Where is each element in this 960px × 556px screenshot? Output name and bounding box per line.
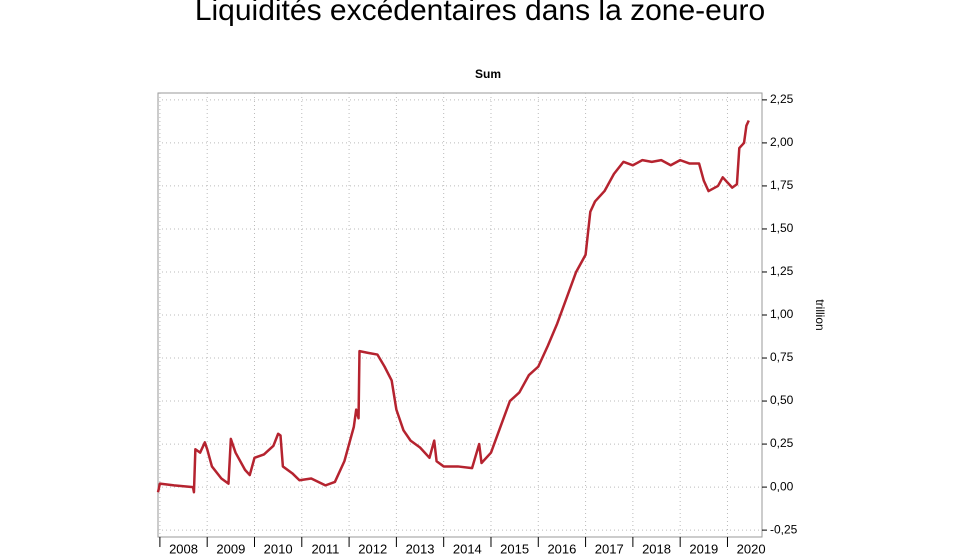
y-tick-label: 1,50 — [770, 221, 794, 235]
y-tick-label: 0,75 — [770, 350, 794, 364]
y-tick-label: 1,25 — [770, 264, 794, 278]
x-tick-label: 2014 — [453, 541, 482, 556]
y-tick-label: 0,25 — [770, 436, 794, 450]
chart-title: Sum — [475, 67, 501, 81]
x-tick-label: 2011 — [311, 541, 339, 556]
y-tick-label: 0,00 — [770, 479, 794, 493]
x-tick-label: 2018 — [642, 541, 671, 556]
y-tick-label: 0,50 — [770, 393, 794, 407]
x-tick-label: 2008 — [169, 541, 198, 556]
x-tick-label: 2016 — [547, 541, 576, 556]
y-tick-label: 2,25 — [770, 92, 794, 106]
page-title: Liquidités excédentaires dans la zone-eu… — [195, 0, 765, 27]
plot-frame — [157, 92, 763, 538]
data-line — [156, 120, 750, 494]
y-tick-label: 1,75 — [770, 178, 794, 192]
x-tick-label: 2009 — [216, 541, 245, 556]
x-tick-label: 2015 — [500, 541, 529, 556]
y-axis-label: trillion — [813, 299, 827, 330]
x-tick-label: 2017 — [595, 541, 624, 556]
x-tick-label: 2019 — [689, 541, 718, 556]
x-tick-label: 2010 — [264, 541, 293, 556]
x-tick-label: 2012 — [358, 541, 387, 556]
y-tick-label: 2,00 — [770, 135, 794, 149]
x-tick-label: 2020 — [737, 541, 766, 556]
y-tick-label: -0,25 — [770, 522, 798, 536]
x-tick-label: 2013 — [406, 541, 435, 556]
y-tick-label: 1,00 — [770, 307, 794, 321]
